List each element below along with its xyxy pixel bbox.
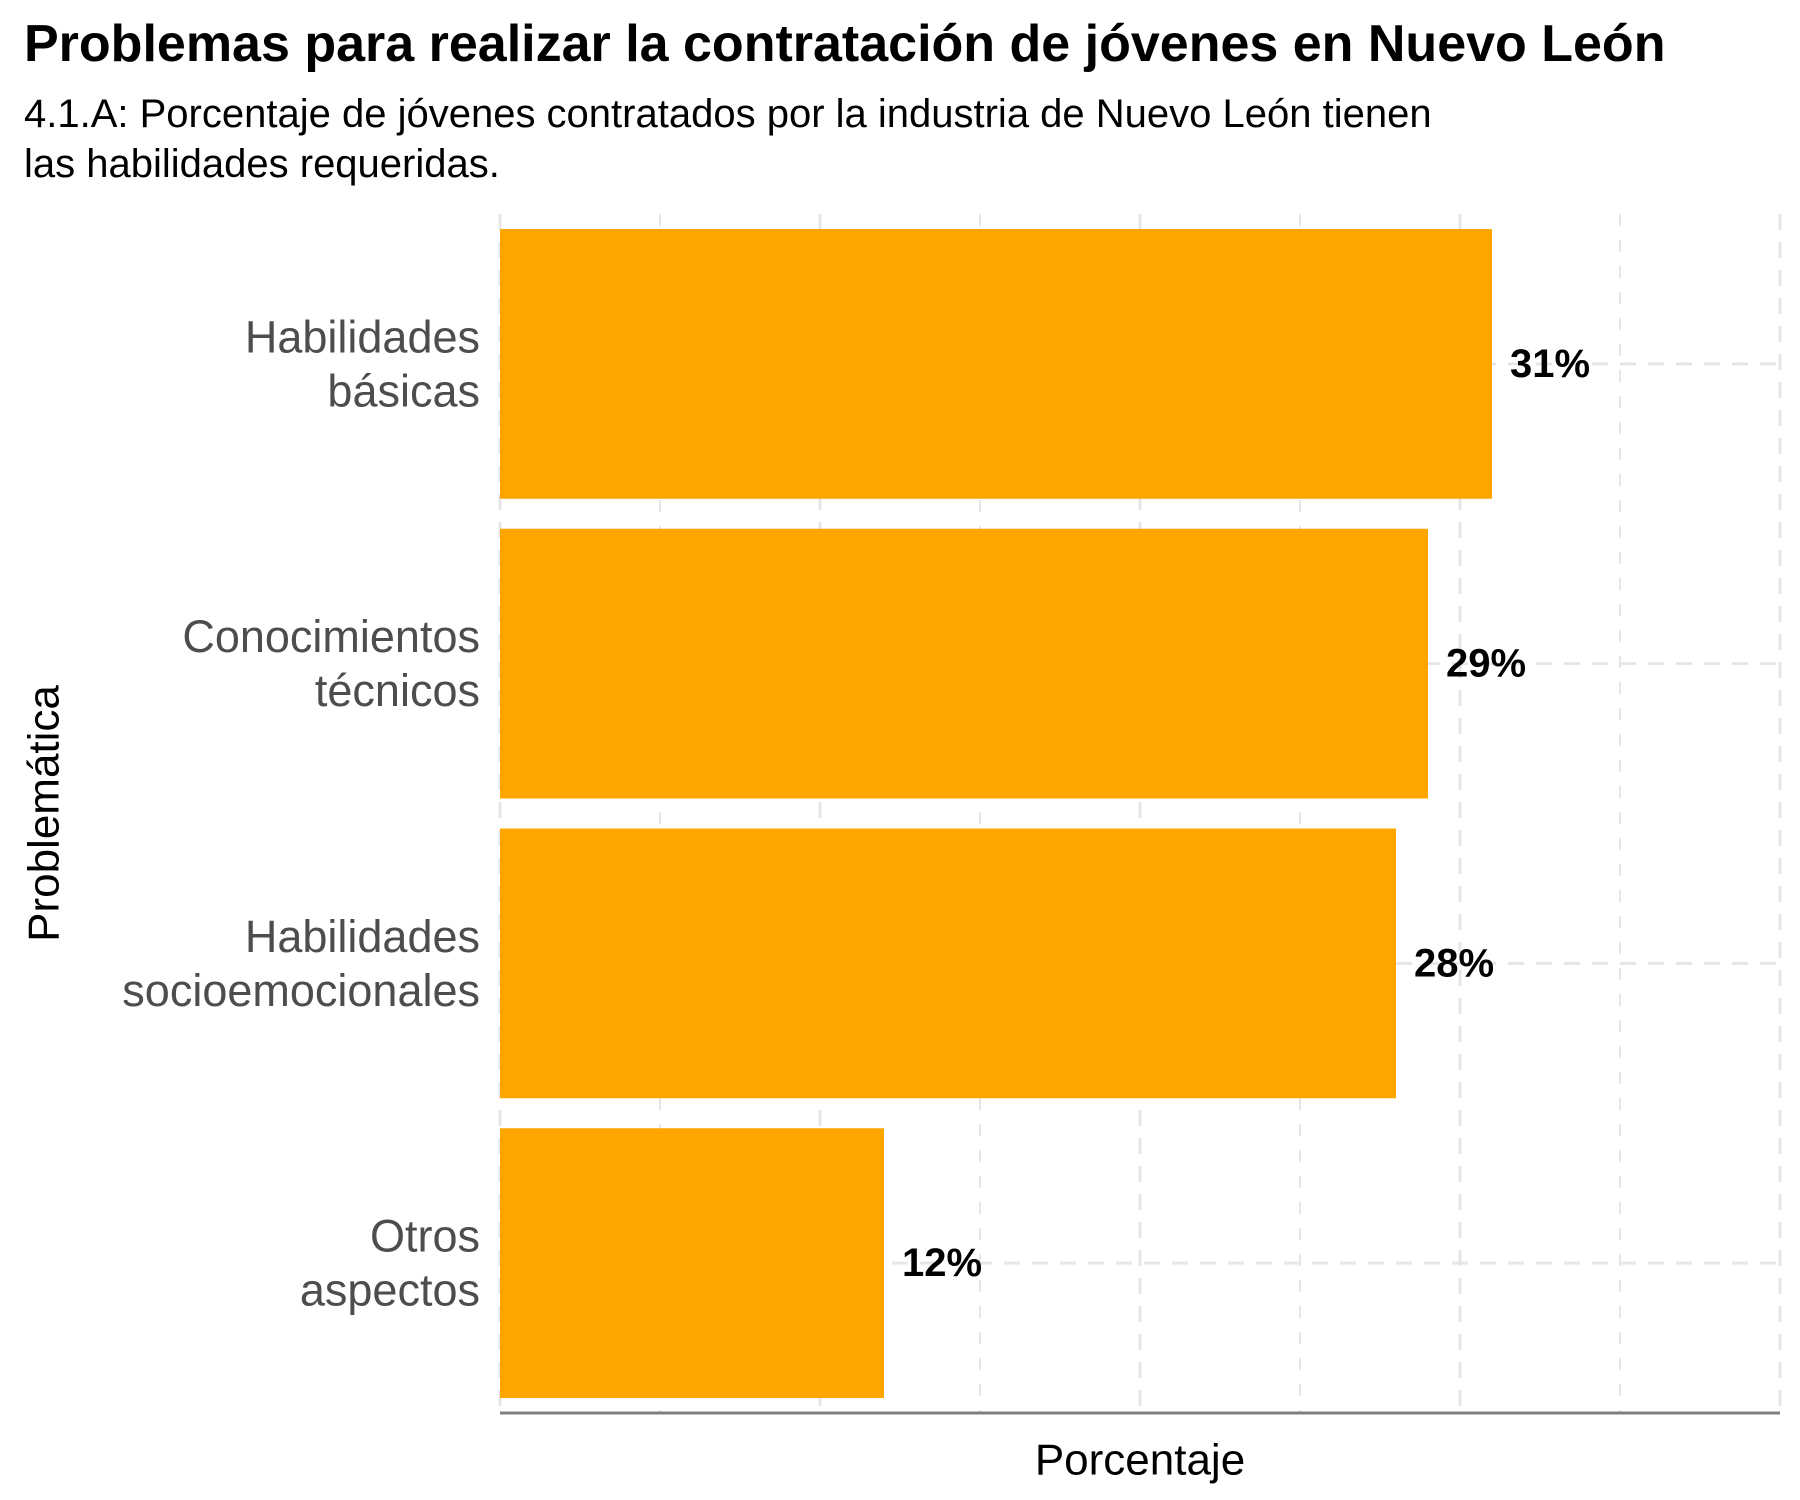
category-label-line: socioemocionales	[122, 965, 480, 1016]
category-label-line: aspectos	[300, 1265, 480, 1316]
category-label-line: Otros	[370, 1211, 480, 1262]
category-label: Habilidades socioemocionales	[122, 911, 480, 1016]
data-label: 31%	[1510, 342, 1590, 386]
category-label: Conocimientos técnicos	[182, 611, 480, 716]
data-label: 28%	[1414, 941, 1494, 985]
chart-subtitle-line-1: 4.1.A: Porcentaje de jóvenes contratados…	[24, 92, 1432, 136]
bar	[500, 828, 1396, 1099]
category-label: Habilidades básicas	[245, 311, 480, 416]
bar	[500, 528, 1428, 799]
chart-subtitle-line-2: las habilidades requeridas.	[24, 142, 500, 186]
category-label-line: Conocimientos	[182, 611, 480, 662]
bar	[500, 228, 1492, 499]
bars: 31% 29% 28% 12%	[500, 228, 1590, 1399]
category-label: Otros aspectos	[300, 1211, 480, 1316]
category-label-line: Habilidades	[245, 911, 480, 962]
category-label-line: Habilidades	[245, 311, 480, 362]
bar	[500, 1128, 884, 1399]
category-label-line: básicas	[327, 365, 480, 416]
category-label-line: técnicos	[315, 665, 480, 716]
data-label: 12%	[902, 1241, 982, 1285]
y-axis-title: Problemática	[20, 685, 69, 942]
data-label: 29%	[1446, 642, 1526, 686]
chart-title: Problemas para realizar la contratación …	[24, 15, 1666, 73]
x-axis-title: Porcentaje	[1035, 1436, 1245, 1485]
